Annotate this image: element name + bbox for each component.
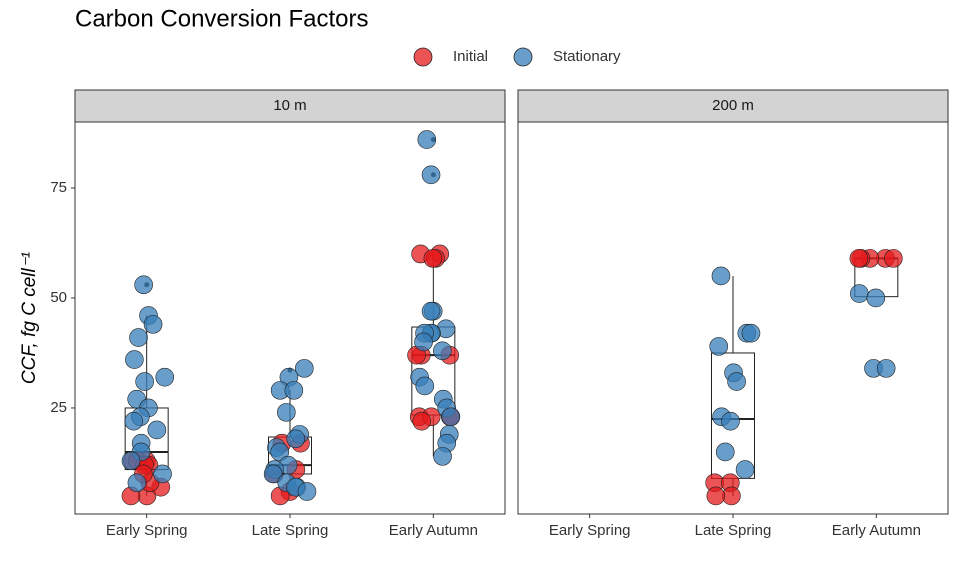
legend-marker — [513, 47, 533, 67]
point — [127, 473, 147, 493]
point — [121, 451, 141, 471]
point — [125, 350, 144, 369]
point — [155, 367, 175, 387]
point — [721, 411, 740, 431]
point — [715, 442, 735, 462]
y-tick-label: 75 — [50, 179, 67, 196]
x-tick-label: Late Spring — [252, 522, 329, 539]
point — [421, 165, 441, 185]
facet-strip — [517, 89, 949, 123]
point — [153, 464, 172, 484]
legend-marker — [413, 47, 433, 67]
point — [711, 266, 731, 286]
point — [433, 341, 452, 361]
point — [297, 482, 317, 501]
point — [417, 130, 437, 149]
point — [850, 284, 869, 303]
point — [706, 486, 726, 506]
legend-label: Initial — [453, 48, 488, 65]
point — [433, 447, 452, 466]
point — [295, 359, 314, 378]
point — [134, 275, 153, 295]
point — [147, 420, 167, 440]
point — [263, 464, 283, 484]
x-tick-label: Early Autumn — [832, 522, 921, 539]
point — [135, 372, 154, 391]
chart-title: Carbon Conversion Factors — [75, 5, 368, 32]
x-tick-label: Late Spring — [695, 522, 772, 539]
point — [421, 301, 441, 321]
point — [423, 249, 443, 268]
point — [270, 442, 290, 462]
point — [412, 411, 432, 431]
point — [277, 403, 296, 422]
point — [415, 376, 435, 396]
y-tick-label: 50 — [50, 289, 67, 306]
point — [284, 381, 304, 400]
point — [741, 323, 761, 343]
point — [143, 315, 163, 334]
point — [849, 249, 869, 268]
facet-label: 200 m — [712, 97, 754, 114]
point — [129, 328, 148, 347]
facet-strip — [74, 89, 506, 123]
point — [124, 411, 144, 431]
point — [866, 288, 886, 308]
legend-label: Stationary — [553, 48, 621, 65]
x-tick-label: Early Spring — [549, 522, 631, 539]
point — [709, 337, 729, 356]
point — [441, 407, 461, 427]
x-tick-label: Early Autumn — [389, 522, 478, 539]
point — [286, 429, 305, 449]
y-tick-label: 25 — [50, 399, 67, 416]
x-tick-label: Early Spring — [106, 522, 188, 539]
y-axis-label: CCF, fg C cell⁻¹ — [19, 252, 40, 384]
point — [735, 460, 755, 479]
point — [414, 332, 433, 352]
point — [884, 249, 903, 268]
point — [727, 372, 746, 391]
facet-label: 10 m — [273, 97, 306, 114]
point — [876, 359, 896, 378]
